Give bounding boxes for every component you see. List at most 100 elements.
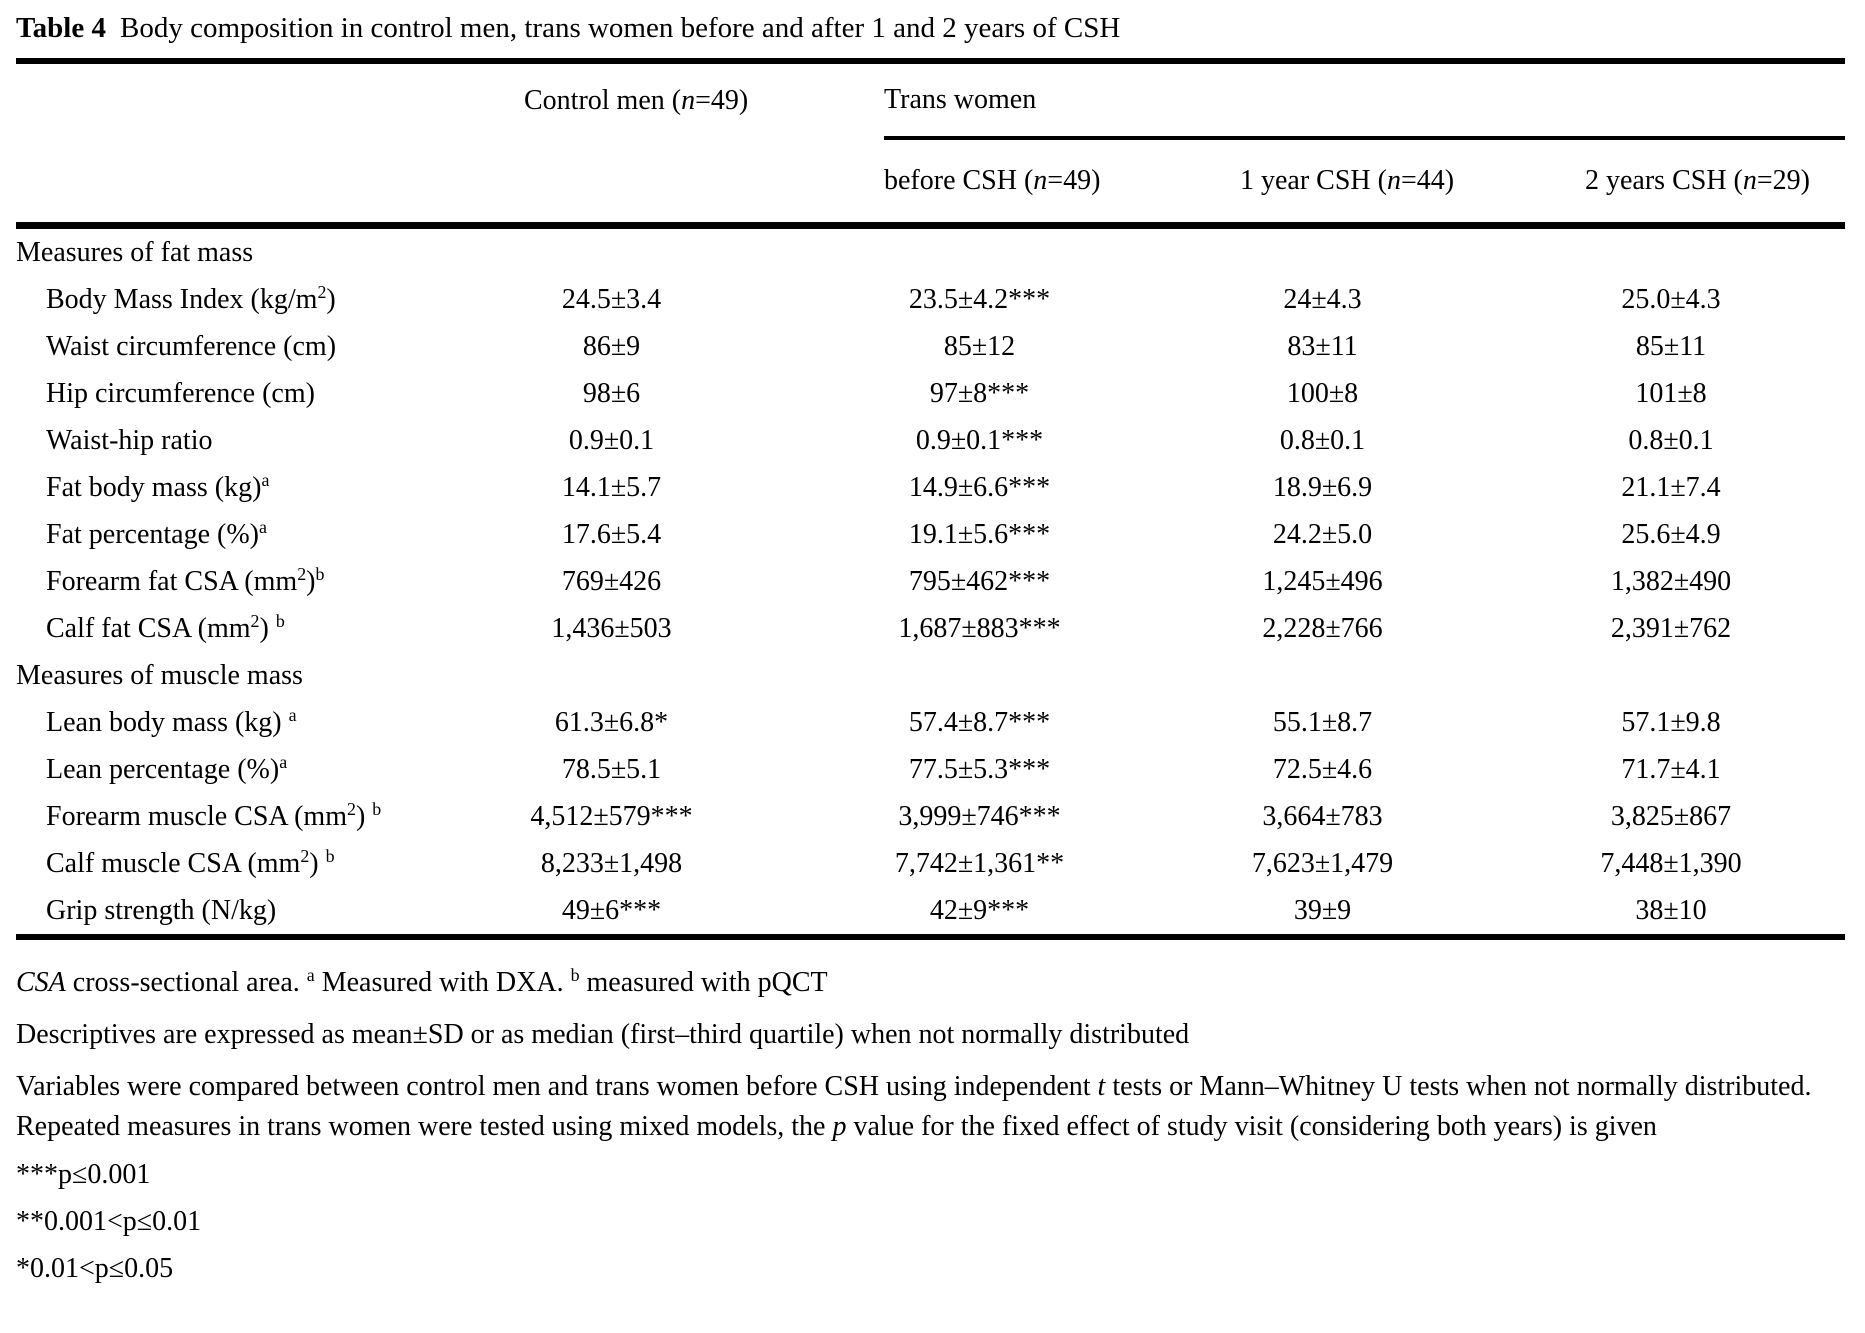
text-segment: Variables were compared between control … xyxy=(16,1071,1098,1102)
cell-value: 0.8±0.1 xyxy=(1279,424,1366,456)
cell-value: 17.6±5.4 xyxy=(561,518,662,550)
section-header-row: Measures of muscle mass xyxy=(16,652,1845,699)
text-segment: Lean percentage (%) xyxy=(46,753,280,785)
col-header-text: =44) xyxy=(1400,165,1455,196)
col-header-text: =29) xyxy=(1756,165,1810,196)
cell-value: 101±8 xyxy=(1635,377,1707,409)
table-row: Waist-hip ratio 0.9±0.1 0.9±0.1*** 0.8±0.1 0… xyxy=(16,417,1845,464)
table-row: Grip strength (N/kg) 49±6*** 42±9*** 39±9 38… xyxy=(16,887,1845,940)
text-segment: Lean body mass (kg) xyxy=(46,706,289,738)
table-row: Hip circumference (cm) 98±6 97±8*** 100±8 10… xyxy=(16,370,1845,417)
cell-value: 23.5±4.2*** xyxy=(908,283,1051,315)
cell-value: 14.9±6.6*** xyxy=(908,471,1051,503)
superscript-marker: b xyxy=(315,563,325,584)
cell-value: 25.0±4.3 xyxy=(1621,283,1721,315)
cell-value: 7,742±1,361** xyxy=(894,847,1065,879)
row-label: Grip strength (N/kg) xyxy=(16,887,524,940)
col-header-n-italic: n xyxy=(1742,165,1757,196)
col-header-n-italic: n xyxy=(1386,165,1401,196)
table-row: Lean body mass (kg) a 61.3±6.8* 57.4±8.7**… xyxy=(16,699,1845,746)
table-row: Calf muscle CSA (mm2) b 8,233±1,498 7,742±… xyxy=(16,840,1845,887)
cell-value: 42±9*** xyxy=(884,887,1240,940)
cell-value: 8,233±1,498 xyxy=(540,847,683,879)
col-header-text: =49) xyxy=(695,85,749,116)
cell-value: 85±12 xyxy=(943,330,1016,362)
cell-value: 97±8*** xyxy=(929,377,1030,409)
cell-value: 3,664±783 xyxy=(1262,800,1383,832)
cell-value: 795±462*** xyxy=(908,565,1051,597)
table-row: Body Mass Index (kg/m2) 24.5±3.4 23.5±4.2*… xyxy=(16,276,1845,323)
cell-value: 86±9 xyxy=(582,330,641,362)
superscript-marker: a xyxy=(306,965,315,986)
empty-corner-cell xyxy=(16,61,524,138)
cell-value: 71.7±4.1 xyxy=(1621,753,1721,785)
col-header-text: 1 year CSH ( xyxy=(1240,165,1387,196)
cell-value: 3,999±746*** xyxy=(898,800,1061,832)
superscript-marker: a xyxy=(279,751,288,772)
cell-value: 78.5±5.1 xyxy=(561,753,662,785)
cell-value: 21.1±7.4 xyxy=(1621,471,1721,503)
col-header-text: 2 years CSH ( xyxy=(1585,165,1743,196)
table-row: Forearm fat CSA (mm2)b 769±426 795±462*** 1… xyxy=(16,558,1845,605)
col-header-before-csh: before CSH (n=49) xyxy=(884,138,1240,229)
col-header-text: before CSH ( xyxy=(884,165,1034,196)
footnote: Descriptives are expressed as mean±SD or… xyxy=(16,1015,1847,1055)
cell-value: 18.9±6.9 xyxy=(1272,471,1373,503)
superscript-marker: 2 xyxy=(346,798,356,819)
superscript-marker: b xyxy=(275,610,285,631)
significance-footnote: *0.01<p≤0.05 xyxy=(16,1249,1847,1288)
empty-cell xyxy=(16,138,524,229)
superscript-marker: 2 xyxy=(317,281,327,302)
cell-value: 14.1±5.7 xyxy=(561,471,662,503)
cell-value: 61.3±6.8* xyxy=(554,706,669,738)
row-label: Forearm fat CSA (mm2)b xyxy=(16,558,524,605)
text-segment: ) xyxy=(326,283,336,315)
footnote: CSA cross-sectional area. a Measured wit… xyxy=(16,963,1847,1003)
text-segment: Fat body mass (kg) xyxy=(46,471,262,503)
header-row-sub: before CSH (n=49) 1 year CSH (n=44) 2 ye… xyxy=(16,138,1845,229)
cell-value: 3,825±867 xyxy=(1610,800,1732,832)
section-title: Measures of fat mass xyxy=(16,236,254,268)
text-segment: **0.001<p≤0.01 xyxy=(16,1206,202,1237)
section-title: Measures of muscle mass xyxy=(16,659,303,691)
text-segment: ) xyxy=(355,800,373,832)
section-header-row: Measures of fat mass xyxy=(16,226,1845,277)
cell-value: 1,382±490 xyxy=(1610,565,1732,597)
cell-value: 24.2±5.0 xyxy=(1272,518,1373,550)
row-label: Calf fat CSA (mm2) b xyxy=(16,605,524,652)
cell-value: 24±4.3 xyxy=(1283,283,1362,315)
text-segment: Fat percentage (%) xyxy=(46,518,259,550)
footnote: Variables were compared between control … xyxy=(16,1067,1847,1147)
cell-value: 55.1±8.7 xyxy=(1272,706,1373,738)
text-segment: Forearm muscle CSA (mm xyxy=(46,800,347,832)
table-row: Fat body mass (kg)a 14.1±5.7 14.9±6.6*** 18… xyxy=(16,464,1845,511)
text-segment: Body Mass Index (kg/m xyxy=(46,283,318,315)
text-segment: ) xyxy=(309,847,326,879)
superscript-marker: a xyxy=(259,516,267,537)
text-segment: Measured with DXA. xyxy=(314,967,571,998)
cell-value: 85±11 xyxy=(1635,330,1707,362)
superscript-marker: b xyxy=(372,798,382,819)
text-segment: Forearm fat CSA (mm xyxy=(46,565,298,597)
cell-value: 769±426 xyxy=(561,565,662,597)
col-header-trans-women-group: Trans women xyxy=(884,61,1845,140)
text-segment: value for the fixed effect of study visi… xyxy=(846,1111,1657,1142)
cell-value: 0.9±0.1 xyxy=(568,424,655,456)
cell-value: 4,512±579*** xyxy=(530,800,693,832)
cell-value: 0.9±0.1*** xyxy=(915,424,1044,456)
significance-footnote: ***p≤0.001 xyxy=(16,1155,1847,1194)
col-header-text: =49) xyxy=(1047,165,1101,196)
text-segment: Grip strength (N/kg) xyxy=(46,894,277,926)
group-header-text: Trans women xyxy=(884,84,1037,115)
col-header-n-italic: n xyxy=(681,85,696,116)
col-header-1-year-csh: 1 year CSH (n=44) xyxy=(1240,138,1585,229)
text-segment: p xyxy=(832,1111,847,1142)
table-footnotes: CSA cross-sectional area. a Measured wit… xyxy=(16,963,1847,1288)
row-label: Fat body mass (kg)a xyxy=(16,464,524,511)
text-segment: ***p≤0.001 xyxy=(16,1159,151,1190)
cell-value: 57.1±9.8 xyxy=(1621,706,1721,738)
row-label: Calf muscle CSA (mm2) b xyxy=(16,840,524,887)
text-segment: ) xyxy=(259,612,276,644)
col-header-n-italic: n xyxy=(1033,165,1048,196)
